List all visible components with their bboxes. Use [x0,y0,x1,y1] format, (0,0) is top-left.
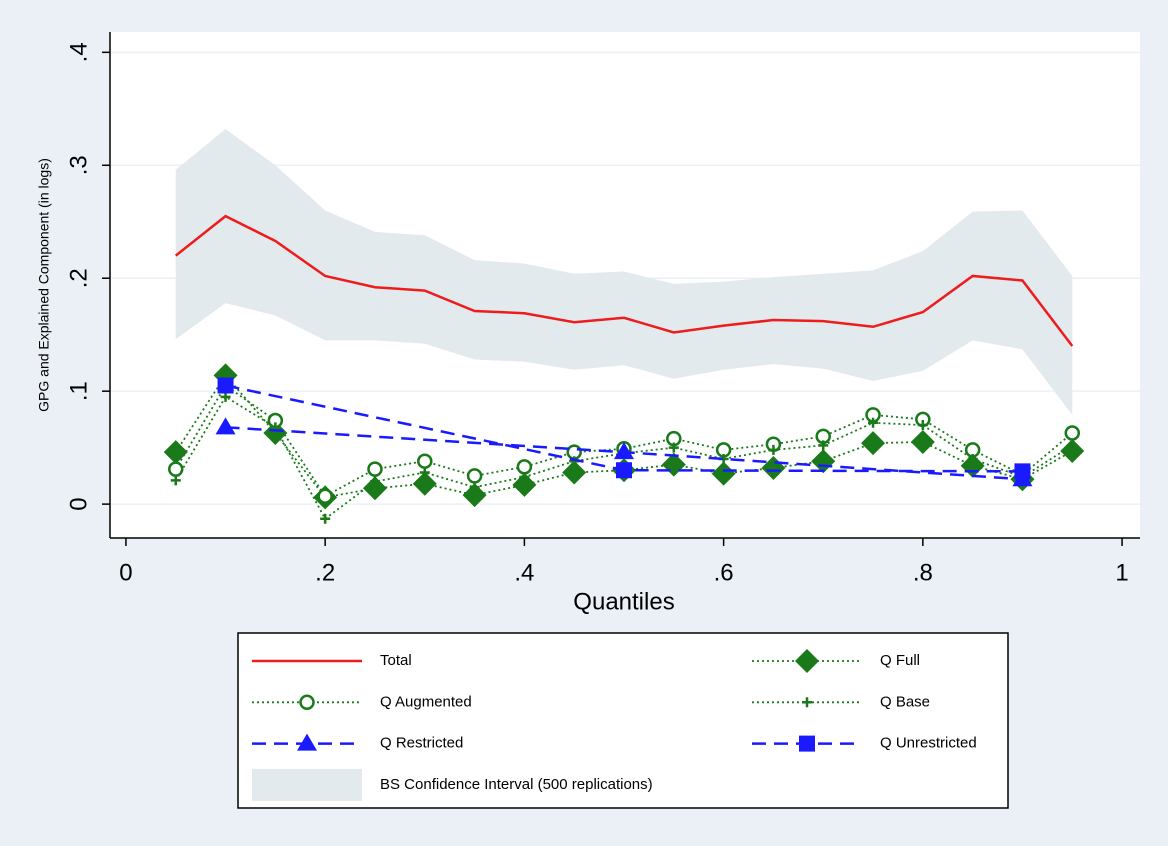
data-point [614,442,635,460]
data-point [910,429,935,454]
data-point [419,467,430,478]
legend-marker [795,649,819,673]
series-line [174,214,1074,347]
x-tick-label: 1 [1115,559,1128,586]
data-point [1014,463,1031,480]
x-axis-title: Quantiles [573,588,674,615]
data-point [512,472,537,497]
y-tick-label: .1 [65,381,92,401]
data-point [163,440,188,465]
data-point [967,453,978,464]
data-point [167,461,184,477]
legend-swatch [252,768,362,801]
legend-marker [299,694,315,711]
legend-marker [802,697,812,708]
legend-label: Q Unrestricted [880,735,977,752]
data-point [263,420,288,445]
data-point [519,472,530,483]
y-tick-label: .3 [65,155,92,175]
legend-marker [297,733,317,751]
legend-label: Total [380,652,412,669]
y-axis-title: GPG and Explained Component (in logs) [36,158,52,412]
data-point [668,442,679,453]
legend-label: Q Full [880,652,920,669]
legend-label: Q Restricted [380,735,463,752]
data-point [861,431,886,456]
data-point [711,461,736,486]
data-point [768,444,779,455]
data-point [1060,439,1085,464]
x-tick-label: .2 [315,559,335,586]
data-point [217,377,234,394]
y-tick-label: .2 [65,268,92,288]
data-point [466,468,483,484]
data-point [320,513,331,524]
legend-marker [799,735,815,752]
x-tick-label: .8 [913,559,933,586]
legend-label: Q Base [880,693,930,710]
y-tick-label: 0 [65,497,92,510]
data-point [818,440,829,451]
data-point [1064,425,1081,441]
legend [237,632,1009,809]
data-point [616,462,633,479]
data-point [412,471,437,496]
data-point [170,475,181,486]
y-tick-label: .4 [65,42,92,62]
data-point [367,461,383,477]
data-point [469,482,480,493]
data-point [1067,440,1078,451]
data-point [362,476,387,501]
data-point [215,417,236,435]
data-point [417,453,433,469]
data-point [369,476,380,487]
legend-label: Q Augmented [380,693,472,710]
x-tick-label: .4 [514,559,534,586]
data-point [462,483,487,508]
data-point [868,417,879,428]
data-point [917,420,928,431]
data-point [562,460,587,485]
x-tick-label: 0 [119,559,132,586]
data-point [516,459,533,475]
x-tick-label: .6 [714,559,734,586]
data-point [317,488,333,504]
confidence-band [175,129,1073,415]
legend-label: BS Confidence Interval (500 replications… [380,776,653,793]
